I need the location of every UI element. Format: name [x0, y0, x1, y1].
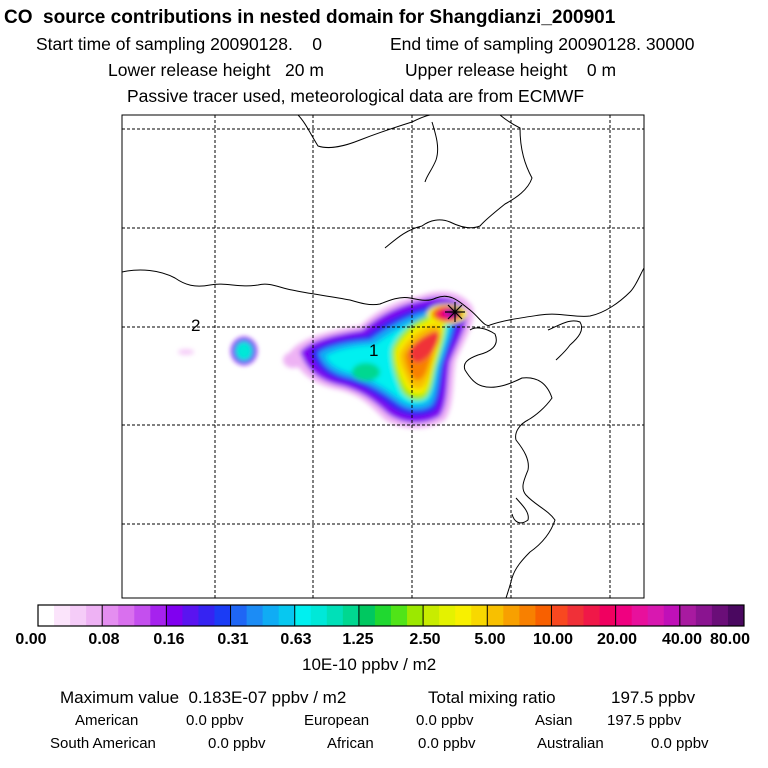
plume-green-core [352, 363, 380, 381]
colorbar-swatch [631, 605, 649, 626]
plume-far-west [178, 349, 194, 355]
colorbar-swatch [230, 605, 248, 626]
colorbar-swatch [679, 605, 697, 626]
colorbar-tick-label: 0.08 [88, 631, 120, 648]
maximum-value: Maximum value 0.183E-07 ppbv / m2 [60, 688, 347, 707]
data-source-note: Passive tracer used, meteorological data… [127, 86, 585, 106]
coastline-bohai [463, 327, 556, 598]
colorbar-swatch [54, 605, 71, 626]
region-south-american-name: South American [50, 735, 156, 752]
colorbar-tick-label: 40.00 [661, 631, 703, 648]
colorbar-swatch [246, 605, 264, 626]
colorbar-tick-label: 2.50 [409, 631, 441, 648]
grid-lines [122, 115, 644, 598]
colorbar-swatch [439, 605, 456, 626]
colorbar-tick-label: 10.00 [532, 631, 574, 648]
map-title: CO source contributions in nested domain… [4, 7, 616, 28]
region-australian-name: Australian [537, 735, 604, 752]
colorbar-swatch [551, 605, 568, 626]
colorbar [37, 604, 745, 627]
colorbar-swatch [711, 605, 729, 626]
map-frame [121, 114, 645, 599]
border-north [122, 267, 644, 327]
colorbar-tick-label: 20.00 [596, 631, 638, 648]
receptor-star-icon [445, 302, 465, 322]
colorbar-swatch [86, 605, 103, 626]
total-mixing-label: Total mixing ratio [428, 688, 556, 707]
region-american-value: 0.0 ppbv [186, 712, 244, 729]
colorbar-swatch [727, 605, 745, 626]
colorbar-swatch [214, 605, 232, 626]
colorbar-swatch [455, 605, 472, 626]
colorbar-tick-label: 5.00 [474, 631, 506, 648]
colorbar-swatch [583, 605, 601, 626]
region-australian-value: 0.0 ppbv [651, 735, 709, 752]
colorbar-swatch [487, 605, 504, 626]
colorbar-frame [37, 604, 745, 627]
colorbar-swatch [38, 605, 55, 626]
colorbar-unit: 10E-10 ppbv / m2 [302, 655, 437, 674]
colorbar-tick-label: 1.25 [342, 631, 374, 648]
colorbar-swatch [695, 605, 713, 626]
lower-release-height: Lower release height 20 m [108, 60, 324, 80]
colorbar-swatch [278, 605, 296, 626]
colorbar-swatch [358, 605, 376, 626]
colorbar-swatch [150, 605, 167, 626]
colorbar-swatch [407, 605, 424, 626]
colorbar-swatch [423, 605, 440, 626]
colorbar-swatch [535, 605, 552, 626]
colorbar-swatch [134, 605, 151, 626]
colorbar-swatch [294, 605, 312, 626]
colorbar-swatch [118, 605, 135, 626]
region-american-name: American [75, 712, 139, 729]
border-top [297, 115, 431, 149]
colorbar-tick-label: 0.16 [153, 631, 185, 648]
colorbar-swatch [567, 605, 585, 626]
region-african-value: 0.0 ppbv [418, 735, 476, 752]
colorbar-swatch [471, 605, 488, 626]
colorbar-swatch [182, 605, 199, 626]
colorbar-swatch [310, 605, 328, 626]
colorbar-swatch [70, 605, 87, 626]
region-asian-name: Asian [535, 712, 573, 729]
colorbar-swatch [166, 605, 183, 626]
plume-layer [178, 291, 474, 429]
colorbar-swatch [663, 605, 681, 626]
region-south-american-value: 0.0 ppbv [208, 735, 266, 752]
coastline-layer [122, 115, 644, 598]
region-european-value: 0.0 ppbv [416, 712, 474, 729]
colorbar-swatch [647, 605, 665, 626]
colorbar-swatch [326, 605, 344, 626]
colorbar-swatch [198, 605, 215, 626]
total-mixing-value: 197.5 ppbv [611, 688, 696, 707]
colorbar-swatch [519, 605, 536, 626]
colorbar-tick-label: 80.00 [709, 631, 751, 648]
colorbar-swatch [102, 605, 119, 626]
region-asian-value: 197.5 ppbv [607, 712, 682, 729]
upper-release-height: Upper release height 0 m [405, 60, 617, 80]
colorbar-tick-label: 0.00 [15, 631, 47, 648]
colorbar-tick-label: 0.31 [217, 631, 249, 648]
source-marker-2: 2 [191, 316, 200, 335]
colorbar-swatch [599, 605, 617, 626]
source-marker-1: 1 [369, 341, 378, 360]
colorbar-swatch [503, 605, 520, 626]
colorbar-swatch [262, 605, 280, 626]
region-african-name: African [327, 735, 374, 752]
region-european-name: European [304, 712, 370, 729]
colorbar-swatch [615, 605, 633, 626]
end-time: End time of sampling 20090128. 30000 [390, 34, 695, 54]
colorbar-swatch [342, 605, 360, 626]
colorbar-tick-label: 0.63 [280, 631, 312, 648]
start-time: Start time of sampling 20090128. 0 [36, 34, 322, 54]
colorbar-swatch [391, 605, 408, 626]
border-east [384, 115, 533, 249]
colorbar-swatch [374, 605, 392, 626]
